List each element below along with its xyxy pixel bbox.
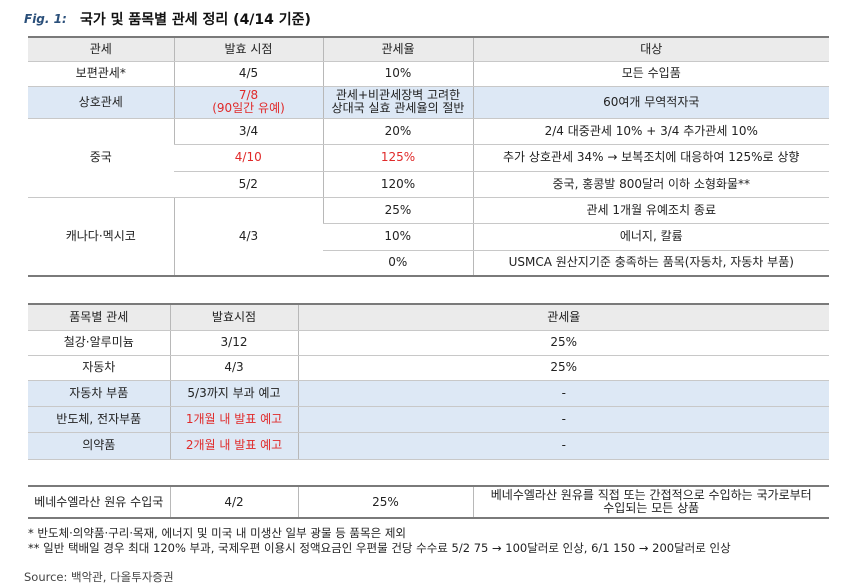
row-name: 철강·알루미늄	[28, 330, 170, 356]
rate-line: 상대국 실효 관세율의 절반	[331, 101, 465, 115]
row-date: 5/3까지 부과 예고	[169, 380, 298, 407]
row-name: 반도체, 전자부품	[28, 406, 170, 433]
row-name: 베네수엘라산 원유 수입국	[28, 486, 170, 519]
row-rate: 25%	[297, 355, 829, 381]
table-header-row: 관세 발효 시점 관세율 대상	[28, 37, 829, 62]
header-date: 발효시점	[169, 304, 298, 331]
row-rate: 관세+비관세장벽 고려한 상대국 실효 관세율의 절반	[322, 86, 473, 119]
table-row: 철강·알루미늄 3/12 25%	[28, 330, 829, 356]
item-tariff-table: 품목별 관세 발효시점 관세율 철강·알루미늄 3/12 25% 자동차 4/3…	[28, 303, 829, 519]
row-date: 1개월 내 발표 예고	[169, 406, 298, 433]
row-date: 5/2	[174, 171, 323, 198]
figure-label: Fig. 1:	[24, 12, 67, 26]
row-rate: 20%	[322, 118, 473, 145]
row-rate: 25%	[322, 197, 473, 224]
table-row: 캐나다·멕시코 4/3 25% 관세 1개월 유예조치 종료	[28, 197, 829, 277]
row-rate: -	[297, 432, 829, 460]
footnote: * 반도체·의약품·구리·목재, 에너지 및 미국 내 미생산 일부 광물 등 …	[28, 526, 406, 540]
row-date: 3/4	[173, 118, 323, 145]
header-rate: 관세율	[322, 37, 473, 62]
row-date: 4/5	[173, 61, 323, 87]
row-target: USMCA 원산지기준 충족하는 품목(자동차, 자동차 부품)	[472, 250, 829, 277]
row-date: 7/8 (90일간 유예)	[173, 86, 323, 119]
row-date: 4/3	[173, 197, 323, 277]
row-rate: 0%	[323, 250, 473, 277]
row-date: 2개월 내 발표 예고	[169, 432, 298, 460]
table-header-row: 품목별 관세 발효시점 관세율	[28, 304, 829, 331]
row-name: 의약품	[28, 432, 170, 460]
source-note: Source: 백악관, 다올투자증권	[24, 570, 174, 584]
table-row: 중국 3/4 20% 2/4 대중관세 10% + 3/4 추가관세 10%	[28, 118, 829, 198]
figure-title: Fig. 1: 국가 및 품목별 관세 정리 (4/14 기준)	[24, 8, 311, 30]
row-target: 모든 수입품	[472, 61, 829, 87]
figure-heading: 국가 및 품목별 관세 정리 (4/14 기준)	[80, 12, 311, 28]
footnotes: * 반도체·의약품·구리·목재, 에너지 및 미국 내 미생산 일부 광물 등 …	[28, 526, 731, 556]
rate-line: 관세+비관세장벽 고려한	[335, 88, 461, 102]
table-row: 10% 에너지, 칼륨	[28, 223, 829, 251]
table-row: 0% USMCA 원산지기준 충족하는 품목(자동차, 자동차 부품)	[28, 250, 829, 277]
target-line: 베네수엘라산 원유를 직접 또는 간접적으로 수입하는 국가로부터	[490, 488, 812, 502]
table-row: 상호관세 7/8 (90일간 유예) 관세+비관세장벽 고려한 상대국 실효 관…	[28, 86, 829, 119]
row-target: 60여개 무역적자국	[472, 86, 829, 119]
row-name: 자동차	[28, 355, 170, 381]
row-name: 자동차 부품	[28, 380, 170, 407]
header-item: 품목별 관세	[28, 304, 170, 331]
table-row: 반도체, 전자부품 1개월 내 발표 예고 -	[28, 406, 829, 433]
table-row: 의약품 2개월 내 발표 예고 -	[28, 432, 829, 460]
row-target: 관세 1개월 유예조치 종료	[472, 197, 829, 224]
row-target: 중국, 홍콩발 800달러 이하 소형화물**	[472, 171, 829, 198]
row-date: 4/10	[174, 144, 323, 172]
row-name: 캐나다·멕시코	[28, 197, 174, 277]
row-name: 보편관세*	[28, 61, 174, 87]
row-date: 4/2	[169, 486, 298, 519]
row-target: 베네수엘라산 원유를 직접 또는 간접적으로 수입하는 국가로부터 수입되는 모…	[472, 486, 829, 519]
row-rate: -	[297, 380, 829, 407]
row-date: 4/3	[169, 355, 298, 381]
row-date: 3/12	[169, 330, 298, 356]
footnote: ** 일반 택배일 경우 최대 120% 부과, 국제우편 이용시 정액요금인 …	[28, 541, 731, 555]
row-rate: 125%	[322, 144, 473, 172]
row-target: 추가 상호관세 34% → 보복조치에 대응하여 125%로 상향	[472, 144, 829, 172]
date-line: 7/8	[238, 88, 259, 102]
target-line: 수입되는 모든 상품	[603, 501, 700, 515]
header-date: 발효 시점	[173, 37, 323, 62]
row-name: 상호관세	[28, 86, 174, 119]
header-tariff: 관세	[28, 37, 174, 62]
row-rate: 10%	[322, 61, 473, 87]
date-line: (90일간 유예)	[212, 101, 285, 115]
table-row: 4/10 125% 추가 상호관세 34% → 보복조치에 대응하여 125%로…	[28, 144, 829, 172]
row-rate: 25%	[297, 486, 473, 519]
country-tariff-table: 관세 발효 시점 관세율 대상 보편관세* 4/5 10% 모든 수입품 상호관…	[28, 36, 829, 277]
header-target: 대상	[472, 37, 829, 62]
table-row: 자동차 부품 5/3까지 부과 예고 -	[28, 380, 829, 407]
table-row: 보편관세* 4/5 10% 모든 수입품	[28, 61, 829, 87]
row-rate: 25%	[297, 330, 829, 356]
row-rate: 120%	[322, 171, 473, 198]
table-spacer-row	[28, 459, 829, 487]
row-target: 2/4 대중관세 10% + 3/4 추가관세 10%	[472, 118, 829, 145]
table-row: 5/2 120% 중국, 홍콩발 800달러 이하 소형화물**	[28, 171, 829, 198]
spacer-cell	[28, 459, 829, 487]
row-name: 중국	[28, 118, 174, 198]
table-row: 자동차 4/3 25%	[28, 355, 829, 381]
table-row: 베네수엘라산 원유 수입국 4/2 25% 베네수엘라산 원유를 직접 또는 간…	[28, 486, 829, 519]
row-target: 에너지, 칼륨	[472, 223, 829, 251]
header-rate: 관세율	[297, 304, 829, 331]
row-rate: 10%	[323, 223, 473, 251]
row-rate: -	[297, 406, 829, 433]
